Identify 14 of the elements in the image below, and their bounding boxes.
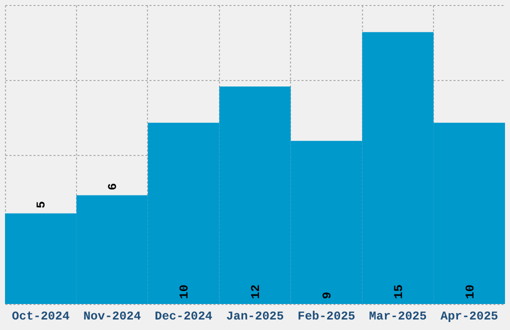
- x-tick-label: Apr-2025: [440, 310, 498, 324]
- data-label: 12: [249, 284, 263, 299]
- x-tick-label: Nov-2024: [83, 310, 141, 324]
- x-tick-label: Jan-2025: [226, 310, 284, 324]
- x-tick-label: Dec-2024: [154, 310, 212, 324]
- data-label: 10: [463, 284, 478, 299]
- data-label: 6: [106, 183, 120, 190]
- data-label: 15: [392, 284, 406, 299]
- data-label: 10: [178, 284, 192, 299]
- data-label: 9: [320, 292, 334, 299]
- data-label: 5: [34, 201, 49, 208]
- x-tick-label: Feb-2025: [298, 310, 356, 324]
- x-tick-label: Oct-2024: [12, 310, 70, 324]
- x-tick-label: Mar-2025: [369, 310, 427, 324]
